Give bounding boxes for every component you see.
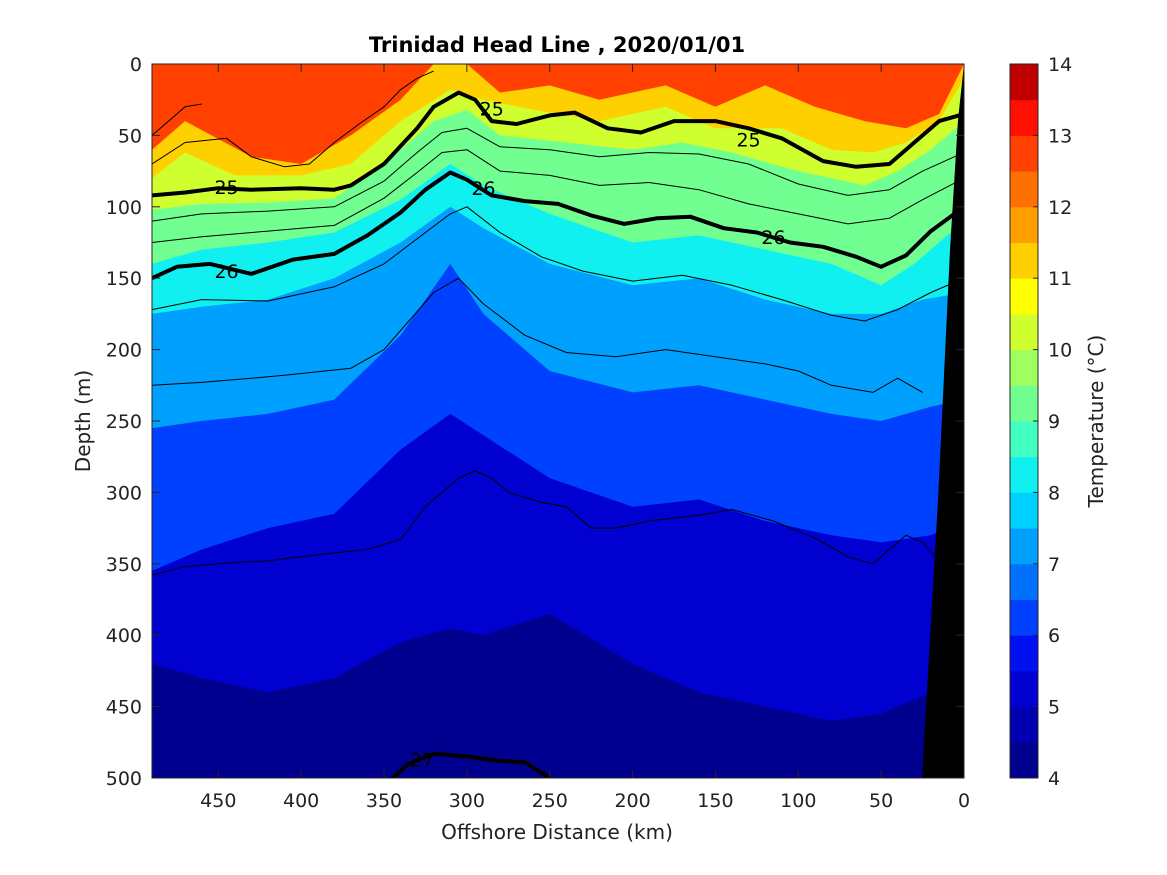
contour-label: 26: [471, 178, 495, 200]
y-tick-label: 350: [106, 554, 142, 576]
y-tick-label: 150: [106, 268, 142, 290]
density-contour-thin: [152, 149, 964, 243]
temperature-field: [152, 64, 964, 778]
contour-label: 25: [480, 98, 504, 120]
colorbar-swatch: [1010, 706, 1038, 743]
y-tick-label: 400: [106, 625, 142, 647]
y-axis: 0 50 100 150 200 250 300 350 400 450 500: [106, 54, 964, 790]
density-contour-27: [390, 751, 551, 778]
y-tick-label: 50: [118, 125, 142, 147]
x-tick-label: 450: [200, 790, 236, 812]
contour-labels: 25 25 25 26 26 26 27: [214, 98, 785, 771]
colorbar-swatch: [1010, 171, 1038, 208]
colorbar-swatch: [1010, 456, 1038, 493]
y-tick-label: 300: [106, 482, 142, 504]
temperature-band: [152, 613, 964, 778]
colorbar-swatch: [1010, 135, 1038, 172]
colorbar-tick-label: 9: [1048, 411, 1060, 433]
colorbar-tick-label: 12: [1048, 197, 1072, 219]
y-tick-label: 200: [106, 340, 142, 362]
colorbar-swatch: [1010, 492, 1038, 529]
x-axis-label: Offshore Distance (km): [441, 820, 673, 844]
colorbar-tick-label: 14: [1048, 54, 1072, 76]
colorbar-tick-label: 7: [1048, 554, 1060, 576]
colorbar-swatch: [1010, 563, 1038, 600]
x-tick-label: 50: [869, 790, 893, 812]
colorbar-tick-label: 4: [1048, 768, 1060, 790]
colorbar-swatch: [1010, 64, 1038, 101]
density-contour-thin: [152, 70, 434, 168]
y-tick-label: 450: [106, 697, 142, 719]
colorbar-swatch: [1010, 278, 1038, 315]
colorbar-swatch: [1010, 206, 1038, 243]
seafloor-mask: [922, 64, 964, 778]
y-tick-label: 250: [106, 411, 142, 433]
density-contour-thin: [152, 127, 964, 222]
colorbar-swatch: [1010, 635, 1038, 672]
x-tick-label: 200: [614, 790, 650, 812]
chart-title: Trinidad Head Line , 2020/01/01: [369, 33, 745, 57]
x-tick-label: 400: [283, 790, 319, 812]
contour-label: 27: [410, 749, 434, 771]
density-contour-thin: [152, 206, 964, 322]
y-tick-label: 0: [130, 54, 142, 76]
density-contour-thin: [152, 470, 948, 576]
colorbar-swatch: [1010, 385, 1038, 422]
y-tick-label: 500: [106, 768, 142, 790]
density-contour-25: [152, 90, 964, 198]
density-contours: [152, 70, 964, 778]
colorbar-tick-label: 13: [1048, 125, 1072, 147]
density-contour-thin: [152, 277, 923, 393]
contour-label: 26: [761, 227, 785, 249]
x-axis: 450 400 350 300 250 200 150 100 50 0: [200, 64, 970, 812]
density-contour-26: [152, 170, 964, 281]
colorbar-label: Temperature (°C): [1084, 335, 1108, 509]
colorbar: 4 5 6 7 8 9 10 11 12 13 14: [1009, 54, 1072, 790]
colorbar-tick-label: 5: [1048, 697, 1060, 719]
colorbar-tick-label: 8: [1048, 482, 1060, 504]
contour-label: 26: [214, 261, 238, 283]
colorbar-swatch: [1010, 242, 1038, 279]
density-contour-thin: [152, 103, 202, 136]
colorbar-swatch: [1010, 349, 1038, 386]
x-tick-label: 0: [958, 790, 970, 812]
x-tick-label: 300: [449, 790, 485, 812]
y-axis-label: Depth (m): [71, 370, 95, 472]
contour-label: 25: [736, 130, 760, 152]
colorbar-swatch: [1010, 421, 1038, 458]
x-tick-label: 100: [780, 790, 816, 812]
colorbar-tick-label: 11: [1048, 268, 1072, 290]
y-tick-label: 100: [106, 197, 142, 219]
colorbar-swatch: [1010, 670, 1038, 708]
x-tick-label: 150: [697, 790, 733, 812]
x-tick-label: 250: [532, 790, 568, 812]
colorbar-swatch: [1010, 742, 1038, 779]
colorbar-swatch: [1010, 313, 1038, 351]
contour-label: 25: [214, 177, 238, 199]
colorbar-swatch: [1010, 528, 1038, 565]
colorbar-tick-label: 6: [1048, 625, 1060, 647]
colorbar-tick-label: 10: [1048, 340, 1072, 362]
colorbar-swatch: [1010, 599, 1038, 636]
colorbar-swatch: [1010, 99, 1038, 136]
x-tick-label: 350: [366, 790, 402, 812]
